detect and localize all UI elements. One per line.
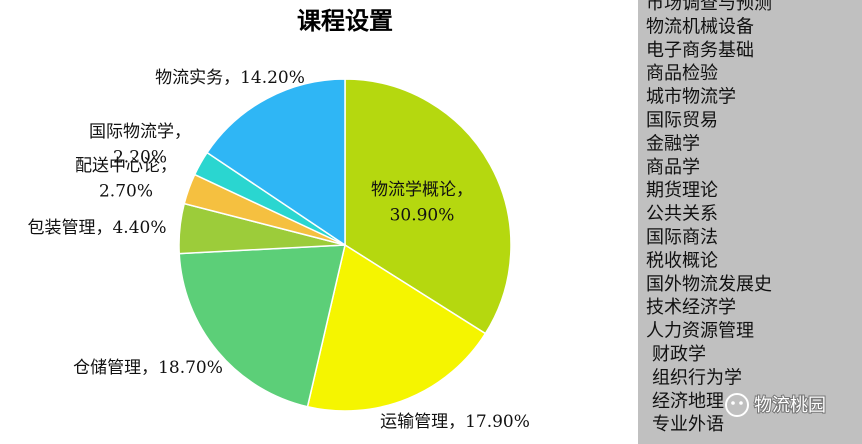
pie-slice xyxy=(344,78,512,335)
sidebar-item: 技术经济学 xyxy=(646,297,736,318)
sidebar-item: 电子商务基础 xyxy=(646,40,754,61)
sidebar-item: 经济地理 xyxy=(652,391,724,412)
label-value: 17.90% xyxy=(465,412,530,432)
sidebar-item: 财政学 xyxy=(652,344,706,365)
sidebar-item: 人力资源管理 xyxy=(646,321,754,342)
sidebar-item: 商品学 xyxy=(646,157,700,178)
sidebar-item: 税收概论 xyxy=(646,250,718,271)
label-value: 14.20% xyxy=(240,68,305,88)
label-category: 仓储管理 xyxy=(73,358,141,378)
pie-slice xyxy=(178,244,346,408)
data-label: 物流实务，14.20% xyxy=(155,68,305,88)
label-category: 物流实务 xyxy=(155,68,223,88)
watermark-text: 物流桃园 xyxy=(754,395,826,416)
sidebar-item: 物流机械设备 xyxy=(646,16,754,37)
label-value: 18.70% xyxy=(158,358,223,378)
sidebar-list: 市场调查与预测物流机械设备电子商务基础商品检验城市物流学国际贸易金融学商品学期货… xyxy=(646,0,772,435)
data-label-value: 30.90% xyxy=(390,206,455,226)
sidebar-item: 国际贸易 xyxy=(646,110,718,131)
data-label: 配送中心论， xyxy=(75,156,177,176)
label-separator: ， xyxy=(174,122,191,142)
label-separator: ， xyxy=(223,68,240,88)
data-label: 国际物流学， xyxy=(89,122,191,142)
watermark-icon xyxy=(739,401,743,405)
data-label-value: 2.70% xyxy=(99,182,153,202)
sidebar-item: 组织行为学 xyxy=(652,367,742,388)
data-label: 仓储管理，18.70% xyxy=(73,358,223,378)
label-category: 配送中心论 xyxy=(75,156,160,176)
label-value: 4.40% xyxy=(112,218,166,238)
sidebar-item: 国际商法 xyxy=(646,227,718,248)
label-separator: ， xyxy=(456,180,473,200)
sidebar-item: 金融学 xyxy=(646,133,700,154)
label-category: 运输管理 xyxy=(380,412,448,432)
data-labels: 物流学概论，30.90%运输管理，17.90%仓储管理，18.70%包装管理，4… xyxy=(27,68,529,432)
sidebar-item: 专业外语 xyxy=(652,414,724,435)
sidebar-panel xyxy=(638,0,862,444)
watermark: 物流桃园 xyxy=(725,393,827,417)
data-label: 运输管理，17.90% xyxy=(380,412,530,432)
sidebar-item: 城市物流学 xyxy=(646,87,736,108)
label-separator: ， xyxy=(448,412,465,432)
data-label: 包装管理，4.40% xyxy=(27,218,166,238)
sidebar-item: 国外物流发展史 xyxy=(646,274,772,295)
sidebar-item: 商品检验 xyxy=(646,63,718,84)
label-category: 包装管理 xyxy=(27,218,95,238)
sidebar-item: 期货理论 xyxy=(646,180,718,201)
label-category: 国际物流学 xyxy=(89,122,174,142)
label-category: 物流学概论 xyxy=(371,180,456,200)
data-label: 物流学概论， xyxy=(371,180,473,200)
label-separator: ， xyxy=(160,156,177,176)
pie xyxy=(178,78,512,412)
label-separator: ， xyxy=(141,358,158,378)
chart-title: 课程设置 xyxy=(297,7,393,35)
watermark-icon xyxy=(725,393,749,417)
sidebar-item: 市场调查与预测 xyxy=(646,0,772,14)
watermark-icon xyxy=(731,401,735,405)
sidebar-item: 公共关系 xyxy=(646,204,718,225)
label-separator: ， xyxy=(95,218,112,238)
pie-slice xyxy=(306,243,487,412)
pie-slice xyxy=(206,78,346,247)
data-label-value: 2.20% xyxy=(113,148,167,168)
